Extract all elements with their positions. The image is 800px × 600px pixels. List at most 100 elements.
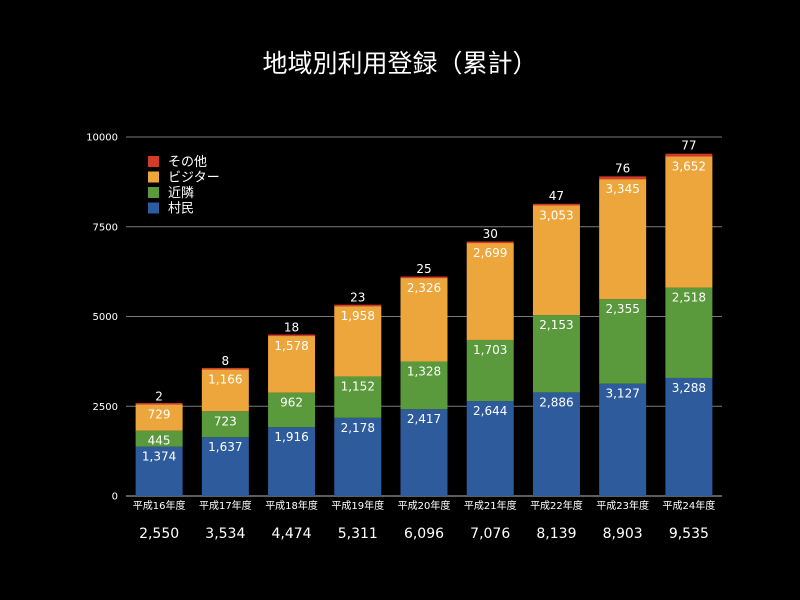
bar-segment <box>466 401 514 496</box>
bar-segment <box>201 367 249 370</box>
bar-segment <box>135 430 183 447</box>
data-label: 1,637 <box>208 440 242 454</box>
x-tick-label: 平成22年度 <box>530 499 583 512</box>
data-label: 25 <box>416 262 431 276</box>
data-label: 23 <box>350 290 365 304</box>
total-label: 2,550 <box>139 526 179 542</box>
bar-segment <box>201 437 249 496</box>
bar-segment <box>135 446 183 496</box>
bar-segment <box>334 306 382 377</box>
bar-segment <box>532 392 580 496</box>
bar-segment <box>268 392 316 428</box>
data-label: 77 <box>681 139 696 153</box>
bar-segment <box>400 361 448 410</box>
data-label: 2,178 <box>341 421 375 435</box>
data-label: 2,355 <box>605 302 639 316</box>
data-label: 76 <box>615 161 630 175</box>
bar-segment <box>466 241 514 244</box>
data-label: 1,958 <box>341 309 375 323</box>
data-label: 2 <box>155 389 163 403</box>
data-label: 2,644 <box>473 404 507 418</box>
data-label: 47 <box>549 189 564 203</box>
legend-label: 近隣 <box>168 185 194 201</box>
data-label: 962 <box>280 396 303 410</box>
bar-segment <box>599 383 647 496</box>
y-tick-label: 0 <box>112 492 118 503</box>
bar-segment <box>334 304 382 307</box>
data-label: 3,652 <box>672 159 706 173</box>
bar-segment <box>135 404 183 431</box>
data-label: 18 <box>284 320 299 334</box>
legend-label: ビジター <box>168 171 220 186</box>
bar-segment <box>532 315 580 393</box>
data-label: 2,417 <box>407 412 441 426</box>
data-label: 3,053 <box>539 208 573 222</box>
data-label: 1,152 <box>341 379 375 393</box>
y-tick-label: 7500 <box>93 222 118 233</box>
total-label: 5,311 <box>338 526 378 542</box>
bar-segment <box>532 205 580 316</box>
y-tick-label: 10000 <box>86 133 118 144</box>
total-label: 8,903 <box>603 526 643 542</box>
bar-segment <box>268 334 316 337</box>
data-label: 445 <box>148 434 171 448</box>
y-tick-label: 5000 <box>93 312 118 323</box>
data-label: 2,886 <box>539 395 573 409</box>
data-label: 2,699 <box>473 246 507 260</box>
data-label: 3,345 <box>605 182 639 196</box>
data-label: 1,703 <box>473 343 507 357</box>
bar-segment <box>599 299 647 384</box>
bar-segment <box>466 243 514 340</box>
x-tick-label: 平成17年度 <box>199 499 252 512</box>
bar-segment <box>665 156 713 288</box>
data-label: 729 <box>148 408 171 422</box>
data-label: 1,374 <box>142 450 176 464</box>
chart-title: 地域別利用登録（累計） <box>262 49 538 78</box>
data-label: 3,127 <box>605 387 639 401</box>
total-label: 9,535 <box>669 526 709 542</box>
data-label: 2,326 <box>407 281 441 295</box>
total-label: 8,139 <box>536 526 576 542</box>
bar-segment <box>599 176 647 180</box>
x-tick-label: 平成20年度 <box>398 499 451 512</box>
y-tick-label: 2500 <box>93 402 118 413</box>
total-label: 7,076 <box>470 526 510 542</box>
legend-label: その他 <box>168 155 207 170</box>
bar-segment <box>665 287 713 378</box>
bar-segment <box>334 376 382 418</box>
legend-swatch <box>148 187 159 198</box>
x-tick-label: 平成21年度 <box>464 499 517 512</box>
legend-swatch <box>148 156 159 167</box>
bar-segment <box>135 403 183 405</box>
bar-segment <box>201 411 249 438</box>
data-label: 1,578 <box>274 339 308 353</box>
total-label: 6,096 <box>404 526 444 542</box>
bar-segment <box>334 417 382 496</box>
total-label: 4,474 <box>272 526 312 542</box>
bar-segment <box>268 336 316 393</box>
data-label: 2,518 <box>672 291 706 305</box>
x-tick-label: 平成24年度 <box>663 499 716 512</box>
bar-segment <box>466 339 514 402</box>
bar-segment <box>665 153 713 157</box>
bar-segment <box>201 369 249 412</box>
legend-swatch <box>148 202 159 214</box>
data-label: 8 <box>222 354 230 368</box>
bar-segment <box>532 203 580 206</box>
bar-segment <box>400 278 448 362</box>
legend-label: 村民 <box>168 202 194 217</box>
data-label: 1,916 <box>274 430 308 444</box>
bar-segment <box>400 409 448 496</box>
x-tick-label: 平成18年度 <box>265 499 318 512</box>
data-label: 723 <box>214 414 237 428</box>
x-tick-label: 平成23年度 <box>596 499 649 512</box>
bar-segment <box>400 276 448 279</box>
legend-swatch <box>148 171 159 183</box>
bar-segment <box>599 179 647 300</box>
x-tick-label: 平成16年度 <box>133 499 186 512</box>
total-label: 3,534 <box>205 526 245 542</box>
data-label: 30 <box>483 227 498 241</box>
data-label: 3,288 <box>672 381 706 395</box>
bar-segment <box>268 427 316 496</box>
